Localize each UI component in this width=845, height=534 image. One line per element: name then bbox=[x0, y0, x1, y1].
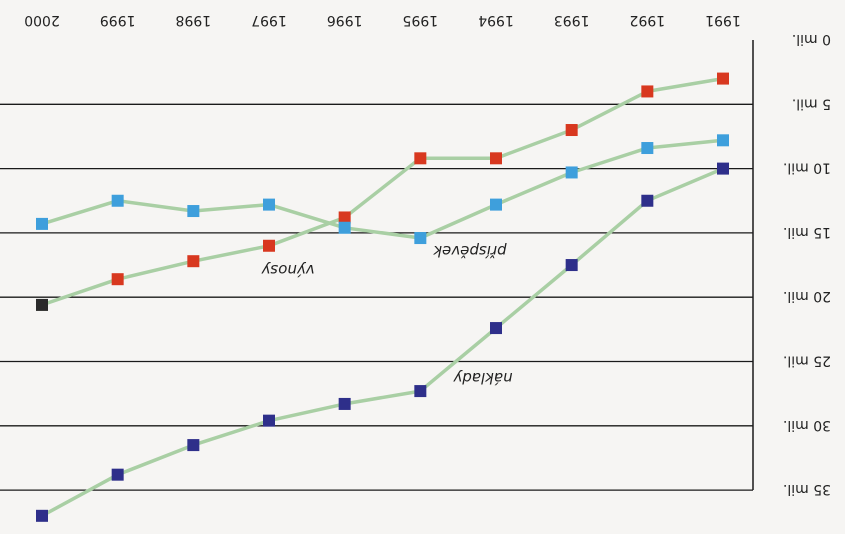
data-point bbox=[641, 142, 654, 155]
data-point bbox=[641, 85, 654, 98]
x-tick-label: 1998 bbox=[176, 12, 212, 28]
data-point bbox=[187, 205, 200, 218]
data-point bbox=[338, 221, 351, 234]
data-point bbox=[36, 298, 48, 311]
data-point bbox=[565, 124, 578, 137]
series-labels: výnosy příspěvek náklady bbox=[260, 242, 512, 387]
data-point bbox=[111, 194, 124, 207]
x-tick-label: 1999 bbox=[100, 12, 136, 28]
data-point bbox=[565, 166, 578, 179]
data-point bbox=[187, 439, 200, 452]
x-axis-ticks: 1991 1992 1993 1994 1995 1996 1997 1998 1999 2000 bbox=[24, 12, 741, 28]
data-point bbox=[338, 397, 351, 410]
y-tick-label: 0 mil. bbox=[792, 31, 831, 47]
data-point bbox=[263, 198, 275, 211]
y-axis: 0 mil. 5 mil. 10 mil. 15 mil. 20 mil. 25 mil.… bbox=[752, 31, 831, 497]
series-line bbox=[41, 166, 724, 518]
data-point bbox=[717, 72, 729, 85]
x-tick-label: 1992 bbox=[630, 12, 666, 28]
data-point bbox=[717, 134, 729, 147]
series-line bbox=[41, 138, 724, 240]
y-tick-label: 35 mil. bbox=[783, 481, 831, 497]
data-point bbox=[187, 255, 200, 268]
data-point bbox=[338, 211, 351, 224]
y-tick-label: 10 mil. bbox=[783, 160, 831, 176]
series-lines bbox=[41, 76, 724, 518]
series-label: náklady bbox=[452, 369, 512, 387]
series-label: příspěvek bbox=[432, 242, 508, 260]
x-tick-label: 1996 bbox=[327, 12, 363, 28]
data-point bbox=[111, 273, 124, 286]
data-point bbox=[263, 239, 275, 252]
x-tick-label: 1995 bbox=[403, 12, 439, 28]
series-points bbox=[36, 72, 729, 522]
x-tick-label: 1991 bbox=[705, 12, 741, 28]
y-tick-label: 20 mil. bbox=[783, 288, 831, 304]
y-tick-label: 30 mil. bbox=[783, 417, 831, 433]
data-point bbox=[641, 194, 654, 207]
x-tick-label: 1997 bbox=[251, 12, 287, 28]
x-tick-label: 1993 bbox=[554, 12, 590, 28]
data-point bbox=[490, 198, 502, 211]
data-point bbox=[565, 259, 578, 272]
data-point bbox=[36, 217, 48, 230]
data-point bbox=[490, 152, 502, 165]
y-tick-label: 25 mil. bbox=[783, 353, 831, 369]
series-label: výnosy bbox=[260, 261, 314, 279]
data-point bbox=[414, 152, 427, 165]
data-point bbox=[36, 509, 48, 522]
data-point bbox=[490, 322, 502, 335]
data-point bbox=[717, 162, 729, 175]
x-tick-label: 2000 bbox=[24, 12, 60, 28]
data-point bbox=[263, 414, 275, 427]
x-tick-label: 1994 bbox=[478, 12, 514, 28]
data-point bbox=[414, 385, 427, 398]
series-line bbox=[41, 76, 724, 307]
data-point bbox=[111, 468, 124, 481]
y-tick-label: 15 mil. bbox=[783, 224, 831, 240]
gridlines bbox=[0, 103, 753, 491]
data-point bbox=[414, 232, 427, 245]
y-tick-label: 5 mil. bbox=[792, 95, 831, 111]
